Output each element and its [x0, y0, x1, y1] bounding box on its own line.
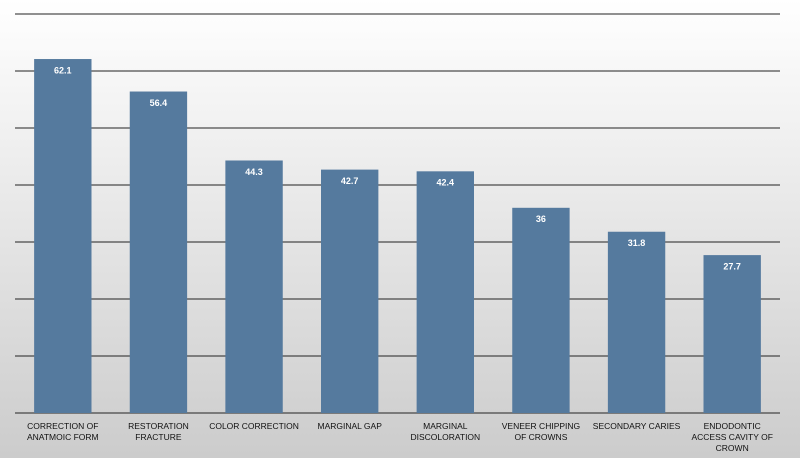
bar — [607, 231, 666, 413]
bar — [416, 171, 474, 413]
value-label: 42.7 — [341, 176, 359, 186]
x-tick-label: COLOR CORRECTION — [209, 421, 299, 431]
value-label: 42.4 — [437, 178, 455, 188]
x-tick-label: MARGINAL GAP — [317, 421, 382, 431]
bar — [703, 255, 761, 413]
bar — [129, 91, 188, 414]
value-label: 44.3 — [245, 167, 263, 177]
x-tick-label: VENEER CHIPPING OF CROWNS — [501, 421, 581, 442]
x-tick-label: RESTORATION FRACTURE — [128, 421, 189, 442]
value-label: 62.1 — [54, 65, 72, 75]
bar — [321, 169, 379, 413]
x-tick-label: ENDODONTIC ACCESS CAVITY OF CROWN — [691, 421, 773, 453]
value-label: 27.7 — [723, 261, 741, 271]
value-label: 36 — [536, 214, 546, 224]
bar — [225, 160, 283, 413]
value-label: 31.8 — [628, 238, 646, 248]
x-tick-label: CORRECTION OF ANATMOIC FORM — [27, 421, 99, 442]
bar — [512, 207, 570, 413]
bar — [34, 59, 92, 413]
x-tick-label: MARGINAL DISCOLORATION — [410, 421, 481, 442]
value-label: 56.4 — [150, 98, 168, 108]
x-tick-label: SECONDARY CARIES — [592, 421, 681, 431]
